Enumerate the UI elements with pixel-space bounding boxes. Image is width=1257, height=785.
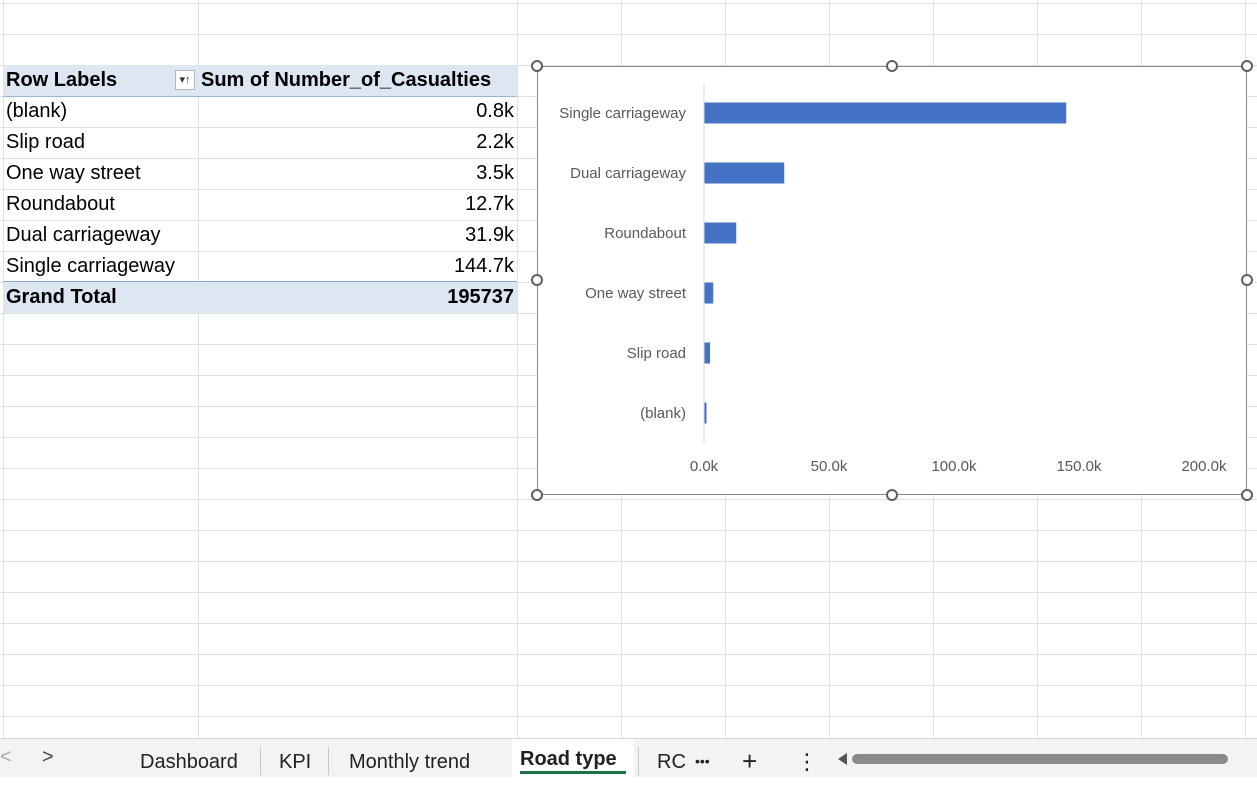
grid-row-line [0,530,1257,531]
pivot-row-value[interactable]: 144.7k [453,255,514,277]
chart-plot: Single carriageway Dual carriageway Rounda… [559,83,1227,475]
resize-handle-top-right[interactable] [1241,60,1253,72]
tab-kpi[interactable]: KPI [279,751,312,773]
grid-column-line [3,0,4,738]
pivot-row-label[interactable]: Dual carriageway [6,224,161,246]
grid-row-line [0,34,1257,35]
grand-total-value[interactable]: 195737 [447,286,514,308]
pivot-row-label[interactable]: Roundabout [6,193,115,215]
grid-column-line [198,0,199,738]
category-tick-label: Single carriageway [559,105,686,122]
chevron-left-icon[interactable]: < [0,746,12,768]
pivot-data-row: Dual carriageway 31.9k [3,220,517,251]
tab-road-type-label: Road type [520,748,617,770]
pivot-row-value[interactable]: 2.2k [476,131,514,153]
chevron-right-icon[interactable]: > [42,746,54,768]
sheet-tab-bar: < > Dashboard KPI Monthly trend Road typ… [0,738,1257,777]
grand-total-row: Grand Total 195737 [3,281,517,313]
grid-row-line [0,654,1257,655]
tab-separator [260,747,261,775]
pivot-row-label[interactable]: (blank) [6,100,68,122]
bar-single-carriageway[interactable] [704,102,1067,124]
filter-sort-icon[interactable]: ▾↑ [175,70,195,90]
pivot-row-label[interactable]: One way street [6,162,141,184]
resize-handle-top-left[interactable] [531,60,543,72]
bar-blank[interactable] [704,402,707,424]
pivot-row-label[interactable]: Slip road [6,131,85,153]
value-tick-label: 150.0k [1056,458,1102,475]
sheet-options-icon[interactable]: ⋮ [796,749,818,774]
bar-chart[interactable]: Single carriageway Dual carriageway Rounda… [537,66,1247,495]
pivot-row-label[interactable]: Single carriageway [6,255,175,277]
pivot-data-row: Slip road 2.2k [3,127,517,158]
pivot-data-row: One way street 3.5k [3,158,517,189]
value-tick-label: 0.0k [690,458,719,475]
grid-row-line [0,561,1257,562]
tab-road-type[interactable]: Road type [512,739,634,777]
resize-handle-top[interactable] [886,60,898,72]
grid-row-line [0,3,1257,4]
grid-row-line [0,623,1257,624]
tab-dashboard[interactable]: Dashboard [140,751,238,773]
grand-total-label[interactable]: Grand Total [6,286,117,308]
sum-casualties-header[interactable]: Sum of Number_of_Casualties [201,69,492,91]
bar-roundabout[interactable] [704,222,737,244]
grid-column-line [517,0,518,738]
value-tick-label: 200.0k [1181,458,1227,475]
category-tick-label: One way street [585,285,687,302]
category-tick-label: Dual carriageway [570,165,686,182]
pivot-row-value[interactable]: 12.7k [465,193,514,215]
pivot-data-row: (blank) 0.8k [3,96,517,127]
active-tab-indicator [520,771,626,774]
grid-row-line [0,592,1257,593]
add-sheet-icon[interactable]: + [742,746,758,776]
value-tick-label: 100.0k [931,458,977,475]
grid-row-line [0,716,1257,717]
bar-dual-carriageway[interactable] [704,162,785,184]
tab-monthly-trend[interactable]: Monthly trend [349,751,471,773]
grid-row-line [0,685,1257,686]
bar-one-way-street[interactable] [704,282,714,304]
tab-rc[interactable]: RC [657,751,686,773]
bar-slip-road[interactable] [704,342,711,364]
value-tick-label: 50.0k [811,458,848,475]
pivot-row-value[interactable]: 31.9k [465,224,514,246]
grid-row-line [0,65,1257,66]
pivot-data-row: Single carriageway 144.7k [3,251,517,282]
pivot-data-row: Roundabout 12.7k [3,189,517,220]
tab-separator [638,747,639,775]
category-tick-label: Roundabout [604,225,687,242]
grid-row-line [0,499,1257,500]
horizontal-scrollbar[interactable] [838,753,1254,765]
resize-handle-left[interactable] [531,274,543,286]
tab-separator [328,747,329,775]
scroll-left-arrow-icon[interactable] [838,753,847,765]
pivot-header-row: Row Labels ▾↑ Sum of Number_of_Casualtie… [3,65,517,97]
pivot-row-value[interactable]: 3.5k [476,162,514,184]
resize-handle-right[interactable] [1241,274,1253,286]
row-labels-header[interactable]: Row Labels [6,69,118,91]
pivot-row-value[interactable]: 0.8k [476,100,514,122]
scrollbar-thumb[interactable] [852,754,1228,764]
resize-handle-bottom-right[interactable] [1241,489,1253,501]
category-tick-label: (blank) [640,405,686,422]
more-tabs-icon[interactable]: ••• [695,753,710,769]
resize-handle-bottom-left[interactable] [531,489,543,501]
resize-handle-bottom[interactable] [886,489,898,501]
category-tick-label: Slip road [627,345,686,362]
